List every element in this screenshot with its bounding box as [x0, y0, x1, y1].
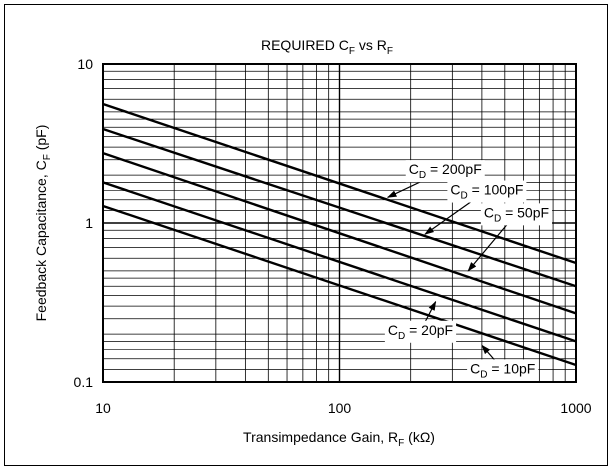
- annotation-label-background: [384, 320, 457, 343]
- y-tick-labels: 0.1 1 10: [74, 56, 94, 390]
- series-line: [102, 181, 577, 343]
- series-annotation: CD = 200pF: [386, 160, 485, 198]
- series-annotation: CD = 100pF: [424, 180, 527, 235]
- annotation-label: CD = 20pF: [388, 322, 453, 342]
- annotation-label: CD = 50pF: [484, 204, 549, 224]
- x-tick-label: 100: [328, 400, 352, 416]
- chart-title: REQUIRED CF vs RF: [261, 37, 393, 57]
- y-tick-label: 10: [77, 56, 93, 72]
- x-axis-label: Transimpedance Gain, RF (kΩ): [243, 429, 435, 449]
- annotation-label-background: [480, 203, 553, 226]
- x-tick-labels: 10 100 1000: [95, 400, 592, 416]
- annotation-label: CD = 100pF: [450, 182, 523, 202]
- x-tick-label: 1000: [560, 400, 591, 416]
- y-axis-label: Feedback Capacitance, CF (pF): [33, 125, 53, 322]
- series-line: [102, 127, 577, 288]
- y-tick-label: 0.1: [74, 374, 94, 390]
- series-layer: [102, 102, 577, 367]
- series-annotation: CD = 50pF: [467, 203, 553, 272]
- x-tick-label: 10: [95, 400, 111, 416]
- series-annotation: CD = 10pF: [467, 344, 539, 382]
- figure-frame: [4, 4, 608, 466]
- annotation-label-background: [405, 160, 485, 183]
- series-annotation: CD = 20pF: [384, 300, 457, 343]
- annotation-label-background: [447, 180, 527, 203]
- series-line: [102, 152, 577, 315]
- annotation-label-background: [467, 359, 539, 382]
- annotation-label: CD = 10pF: [470, 360, 535, 380]
- y-tick-label: 1: [85, 215, 93, 231]
- annotation-label: CD = 200pF: [409, 161, 482, 181]
- series-line: [102, 204, 577, 367]
- plot-border: [102, 63, 577, 383]
